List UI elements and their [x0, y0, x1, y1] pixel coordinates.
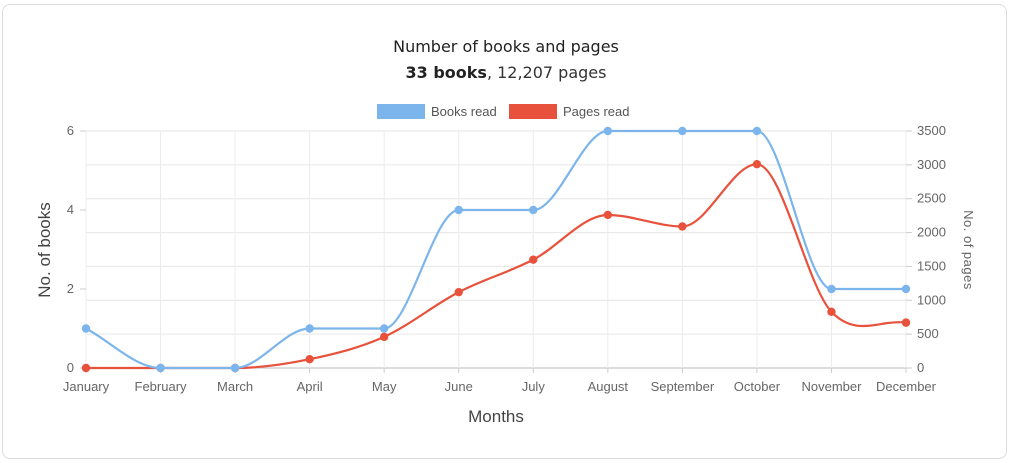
pages-read-point: [901, 318, 911, 327]
chart-subtitle: 33 books, 12,207 pages: [0, 63, 1012, 82]
pages-read-point: [827, 307, 836, 316]
x-tick-label: May: [372, 379, 397, 394]
y-right-tick-label: 2500: [917, 191, 946, 206]
x-tick-label: March: [217, 379, 253, 394]
pages-read-point: [603, 210, 613, 220]
pages-read-point: [678, 222, 687, 231]
x-axis-title: Months: [468, 407, 524, 426]
x-tick-label: April: [297, 379, 323, 394]
legend-swatch-books-read: [377, 104, 425, 119]
y-right-tick-label: 1000: [917, 292, 946, 307]
books-total: 33 books: [405, 63, 487, 82]
books-read-point: [156, 363, 165, 373]
x-tick-label: October: [734, 379, 781, 394]
legend-label-books-read: Books read: [431, 104, 497, 119]
books-read-point: [678, 126, 687, 136]
chart-card: [2, 4, 1007, 459]
y-right-axis-title: No. of pages: [961, 210, 976, 290]
books-read-point: [752, 126, 762, 136]
y-right-tick-label: 3500: [917, 123, 946, 138]
y-left-tick-label: 0: [67, 360, 74, 375]
books-read-point: [901, 284, 911, 294]
x-tick-label: August: [588, 379, 629, 394]
x-tick-label: December: [876, 379, 937, 394]
pages-read-point: [81, 363, 91, 373]
y-right-tick-label: 1500: [917, 258, 946, 273]
legend-swatch-pages-read: [509, 104, 557, 119]
books-read-point: [529, 205, 538, 215]
y-left-tick-label: 2: [67, 281, 74, 296]
x-tick-label: June: [445, 379, 473, 394]
books-read-point: [305, 324, 314, 333]
books-read-point: [379, 324, 389, 333]
x-tick-label: November: [801, 379, 862, 394]
books-read-point: [230, 363, 240, 373]
pages-read-point: [752, 159, 762, 169]
pages-read-point: [529, 255, 538, 264]
books-read-point: [603, 126, 613, 136]
books-read-point: [454, 205, 463, 215]
x-tick-label: July: [522, 379, 546, 394]
pages-read-point: [454, 287, 463, 297]
books-read-line: [85, 129, 906, 370]
books-read-point: [827, 284, 836, 294]
x-tick-label: January: [63, 379, 110, 394]
legend-label-pages-read: Pages read: [563, 104, 630, 119]
y-right-tick-label: 500: [917, 326, 939, 341]
y-left-tick-label: 4: [67, 202, 74, 217]
books-read-point: [81, 324, 91, 333]
x-tick-label: February: [135, 379, 188, 394]
y-left-axis-title: No. of books: [35, 202, 54, 297]
y-right-tick-label: 2000: [917, 225, 946, 240]
chart-title: Number of books and pages: [393, 37, 619, 56]
x-tick-label: September: [651, 379, 715, 394]
pages-total: , 12,207 pages: [486, 63, 607, 82]
y-left-tick-label: 6: [67, 123, 74, 138]
y-right-tick-label: 0: [917, 360, 924, 375]
y-right-tick-label: 3000: [917, 157, 946, 172]
pages-read-point: [305, 354, 314, 364]
pages-read-point: [379, 332, 389, 342]
